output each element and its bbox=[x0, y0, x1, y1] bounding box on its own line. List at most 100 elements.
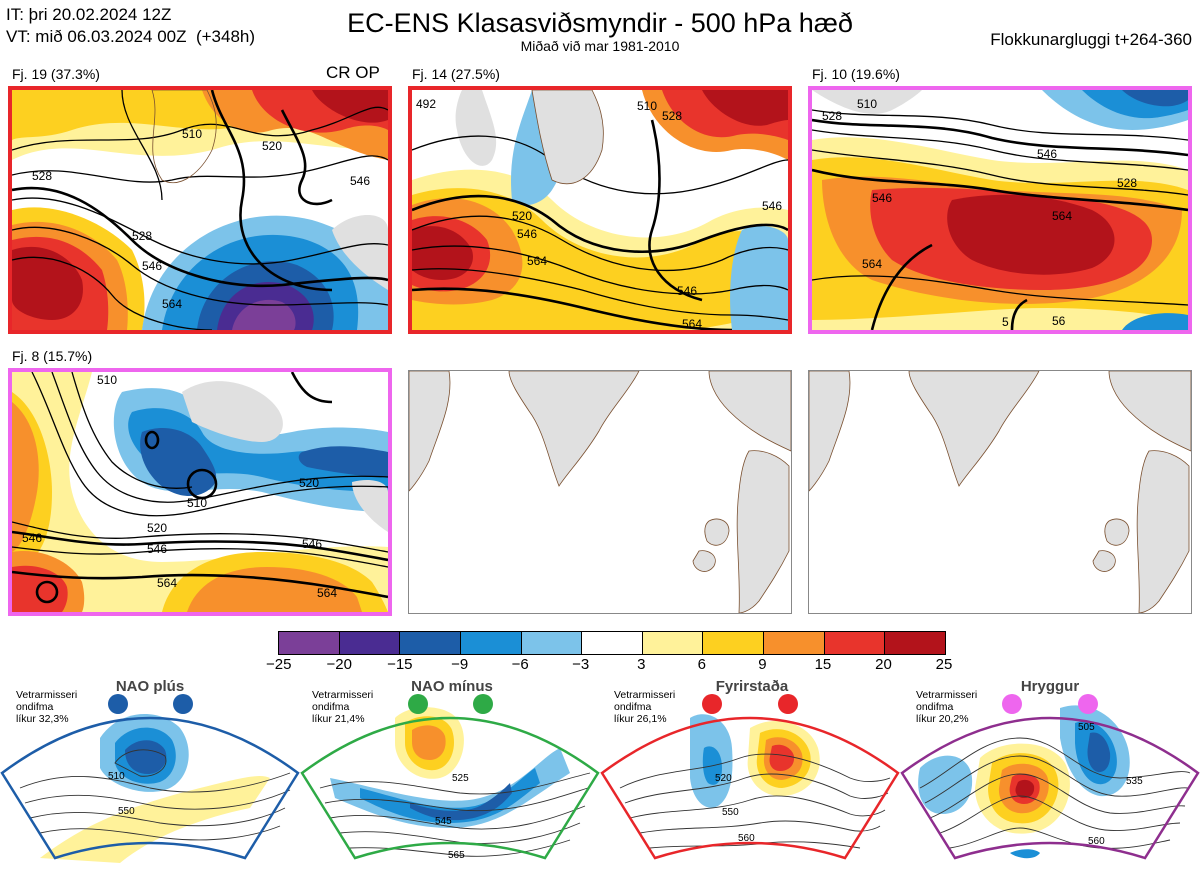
cluster-map-2: 492 510 510 520 528 546 546 546 564 564 bbox=[408, 86, 792, 334]
cluster-map-3: 510 528 528 546 546 564 564 56 5 bbox=[808, 86, 1192, 334]
regime-4-contour: 505 bbox=[1078, 722, 1095, 733]
regime-1-title: NAO plús bbox=[115, 678, 185, 695]
p3-contour-label: 528 bbox=[1117, 176, 1137, 190]
p4-contour-label: 546 bbox=[22, 531, 42, 545]
colorbar-tick-label: −20 bbox=[326, 656, 352, 673]
regime-2-contour: 545 bbox=[435, 816, 452, 827]
valid-time: VT: mið 06.03.2024 00Z (+348h) bbox=[6, 27, 256, 46]
regime-4-map: 505 535 560 bbox=[900, 694, 1200, 860]
colorbar-segment bbox=[279, 632, 339, 654]
regime-nao-minus: Vetrarmisseri ondifma líkur 21,4% NAO mí… bbox=[300, 678, 600, 871]
regime-4-title: Hryggur bbox=[1020, 678, 1080, 695]
regime-2-contour: 565 bbox=[448, 850, 465, 861]
colorbar-tick-label: 20 bbox=[875, 656, 892, 673]
empty-map-2 bbox=[808, 370, 1192, 614]
colorbar-segment bbox=[702, 632, 764, 654]
classification-window: Flokkunargluggi t+264-360 bbox=[990, 30, 1192, 49]
empty-map-1 bbox=[408, 370, 792, 614]
colorbar-segment bbox=[763, 632, 824, 654]
colorbar-tick-label: 6 bbox=[697, 656, 706, 673]
colorbar-tick-label: −3 bbox=[572, 656, 590, 673]
init-time: IT: þri 20.02.2024 12Z bbox=[6, 5, 172, 24]
p3-contour-label: 528 bbox=[822, 109, 842, 123]
p4-contour-label: 564 bbox=[157, 576, 177, 590]
p1-contour-label: 528 bbox=[32, 169, 52, 183]
regime-3-contour: 550 bbox=[722, 807, 739, 818]
colorbar-segment bbox=[884, 632, 946, 654]
p4-contour-label: 510 bbox=[97, 373, 117, 387]
p1-contour-label: 510 bbox=[182, 127, 202, 141]
p4-contour-label: 546 bbox=[302, 537, 322, 551]
page-subtitle: Miðað við mar 1981-2010 bbox=[520, 38, 680, 54]
p3-contour-label: 56 bbox=[1052, 314, 1066, 328]
page-title: EC-ENS Klasasviðsmyndir - 500 hPa hæð bbox=[347, 8, 853, 38]
p2-contour-label: 546 bbox=[517, 227, 537, 241]
regime-3-contour: 520 bbox=[715, 773, 732, 784]
regime-2-info: Vetrarmisseri ondifma líkur 21,4% bbox=[312, 689, 374, 725]
p1-contour-label: 564 bbox=[162, 297, 182, 311]
p3-contour-label: 5 bbox=[1002, 315, 1009, 329]
colorbar-segment bbox=[641, 632, 703, 654]
colorbar-segment bbox=[459, 632, 521, 654]
p4-contour-label: 546 bbox=[147, 542, 167, 556]
panel-1-label: Fj. 19 (37.3%) bbox=[12, 66, 100, 82]
p3-contour-label: 510 bbox=[857, 97, 877, 111]
colorbar-tick-label: 3 bbox=[637, 656, 646, 673]
panel-4-label: Fj. 8 (15.7%) bbox=[12, 348, 93, 364]
p3-contour-label: 564 bbox=[862, 257, 882, 271]
p3-contour-label: 546 bbox=[1037, 147, 1057, 161]
colorbar-tick-label: −9 bbox=[451, 656, 469, 673]
colorbar-tick-label: 25 bbox=[935, 656, 953, 673]
regime-3-map: 520 550 560 bbox=[600, 694, 900, 860]
p4-contour-label: 510 bbox=[187, 496, 207, 510]
cluster-map-1-field: 510 520 528 528 546 546 564 bbox=[12, 90, 388, 330]
colorbar-tick-label: −15 bbox=[387, 656, 413, 673]
regime-3-title: Fyrirstaða bbox=[715, 678, 789, 695]
panel-3-label: Fj. 10 (19.6%) bbox=[812, 66, 900, 82]
regime-2-title: NAO mínus bbox=[411, 678, 493, 695]
empty-map-1-land bbox=[409, 371, 791, 613]
regime-4-contour: 535 bbox=[1126, 776, 1143, 787]
p4-contour-label: 520 bbox=[147, 521, 167, 535]
regime-3-info: Vetrarmisseri ondifma líkur 26,1% bbox=[614, 689, 676, 725]
p1-contour-label: 546 bbox=[350, 174, 370, 188]
regime-4-contour: 560 bbox=[1088, 836, 1105, 847]
colorbar-segment bbox=[338, 632, 400, 654]
colorbar-tick-label: 15 bbox=[814, 656, 832, 673]
header-times: IT: þri 20.02.2024 12Z VT: mið 06.03.2024… bbox=[6, 4, 255, 48]
colorbar-segment bbox=[823, 632, 885, 654]
colorbar bbox=[278, 631, 946, 655]
panel-1-tag: CR OP bbox=[326, 63, 380, 82]
regime-blocking: Vetrarmisseri ondifma líkur 26,1% Fyrirs… bbox=[600, 678, 900, 871]
regime-1-map: 510 550 bbox=[0, 694, 300, 863]
empty-map-2-land bbox=[809, 371, 1191, 613]
p2-contour-label: 564 bbox=[682, 317, 702, 330]
colorbar-segment bbox=[520, 632, 582, 654]
p4-contour-label: 564 bbox=[317, 586, 337, 600]
colorbar-ticks: −25 −20 −15 −9 −6 −3 3 6 9 15 20 25 bbox=[266, 656, 958, 676]
p1-contour-label: 520 bbox=[262, 139, 282, 153]
colorbar-segment bbox=[399, 632, 460, 654]
p2-contour-label: 546 bbox=[677, 284, 697, 298]
regime-2-map: 525 545 565 bbox=[300, 694, 600, 861]
p4-contour-label: 520 bbox=[299, 476, 319, 490]
p2-contour-label: 492 bbox=[416, 97, 436, 111]
p2-contour-label: 510 bbox=[637, 99, 657, 113]
colorbar-tick-label: 9 bbox=[758, 656, 767, 673]
p3-contour-label: 564 bbox=[1052, 209, 1072, 223]
p1-contour-label: 546 bbox=[142, 259, 162, 273]
p2-contour-label: 520 bbox=[512, 209, 532, 223]
regime-nao-plus: Vetrarmisseri ondifma líkur 32,3% NAO pl… bbox=[0, 678, 300, 871]
cluster-map-2-field: 492 510 510 520 528 546 546 546 564 564 bbox=[412, 90, 788, 330]
colorbar-tick-label: −25 bbox=[266, 656, 292, 673]
regime-4-info: Vetrarmisseri ondifma líkur 20,2% bbox=[916, 689, 978, 725]
regime-3-contour: 560 bbox=[738, 833, 755, 844]
regime-1-contour: 510 bbox=[108, 771, 125, 782]
regime-2-contour: 525 bbox=[452, 773, 469, 784]
p2-contour-label: 564 bbox=[527, 254, 547, 268]
p3-contour-label: 546 bbox=[872, 191, 892, 205]
p1-contour-label: 528 bbox=[132, 229, 152, 243]
cluster-map-3-field: 510 528 528 546 546 564 564 56 5 bbox=[812, 90, 1188, 330]
p2-contour-label: 546 bbox=[762, 199, 782, 213]
panel-2-label: Fj. 14 (27.5%) bbox=[412, 66, 500, 82]
